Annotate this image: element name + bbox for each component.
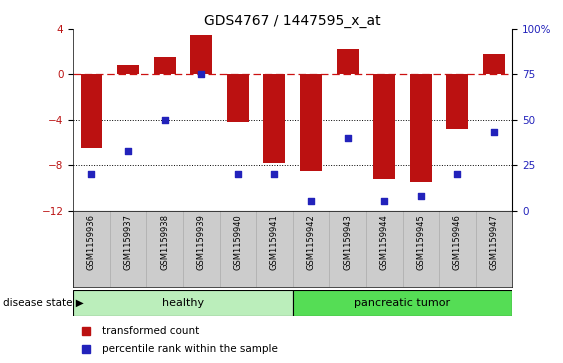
Text: GSM1159943: GSM1159943 xyxy=(343,214,352,270)
Text: disease state ▶: disease state ▶ xyxy=(3,298,83,308)
Text: GSM1159946: GSM1159946 xyxy=(453,214,462,270)
Bar xyxy=(73,290,293,316)
Point xyxy=(160,117,169,123)
Text: GSM1159944: GSM1159944 xyxy=(380,214,388,270)
Bar xyxy=(446,74,468,129)
Text: GSM1159947: GSM1159947 xyxy=(490,214,498,270)
Bar xyxy=(154,57,176,74)
Bar xyxy=(263,74,285,163)
Text: healthy: healthy xyxy=(162,298,204,308)
Text: GSM1159940: GSM1159940 xyxy=(234,214,242,270)
Bar xyxy=(410,74,432,182)
Text: GSM1159941: GSM1159941 xyxy=(270,214,279,270)
Point xyxy=(270,171,279,177)
Bar xyxy=(117,65,139,74)
Point xyxy=(343,135,352,141)
Bar xyxy=(300,74,322,171)
Point xyxy=(379,199,388,204)
Bar xyxy=(81,74,102,148)
Point xyxy=(87,171,96,177)
Text: transformed count: transformed count xyxy=(102,326,199,336)
Point xyxy=(197,72,206,77)
Text: GSM1159939: GSM1159939 xyxy=(197,214,205,270)
Bar xyxy=(227,74,249,122)
Text: GSM1159945: GSM1159945 xyxy=(417,214,425,270)
Point xyxy=(453,171,462,177)
Text: percentile rank within the sample: percentile rank within the sample xyxy=(102,344,278,354)
Bar xyxy=(190,35,212,74)
Text: GSM1159942: GSM1159942 xyxy=(307,214,315,270)
Text: GSM1159937: GSM1159937 xyxy=(124,214,132,270)
Text: GSM1159938: GSM1159938 xyxy=(160,214,169,270)
Point xyxy=(489,130,499,135)
Bar xyxy=(337,49,359,74)
Bar xyxy=(293,290,512,316)
Bar xyxy=(483,54,505,74)
Bar xyxy=(373,74,395,179)
Point xyxy=(306,199,315,204)
Text: pancreatic tumor: pancreatic tumor xyxy=(355,298,450,308)
Point xyxy=(417,193,426,199)
Text: GSM1159936: GSM1159936 xyxy=(87,214,96,270)
Point xyxy=(123,148,133,154)
Point xyxy=(234,171,243,177)
Title: GDS4767 / 1447595_x_at: GDS4767 / 1447595_x_at xyxy=(204,14,381,28)
